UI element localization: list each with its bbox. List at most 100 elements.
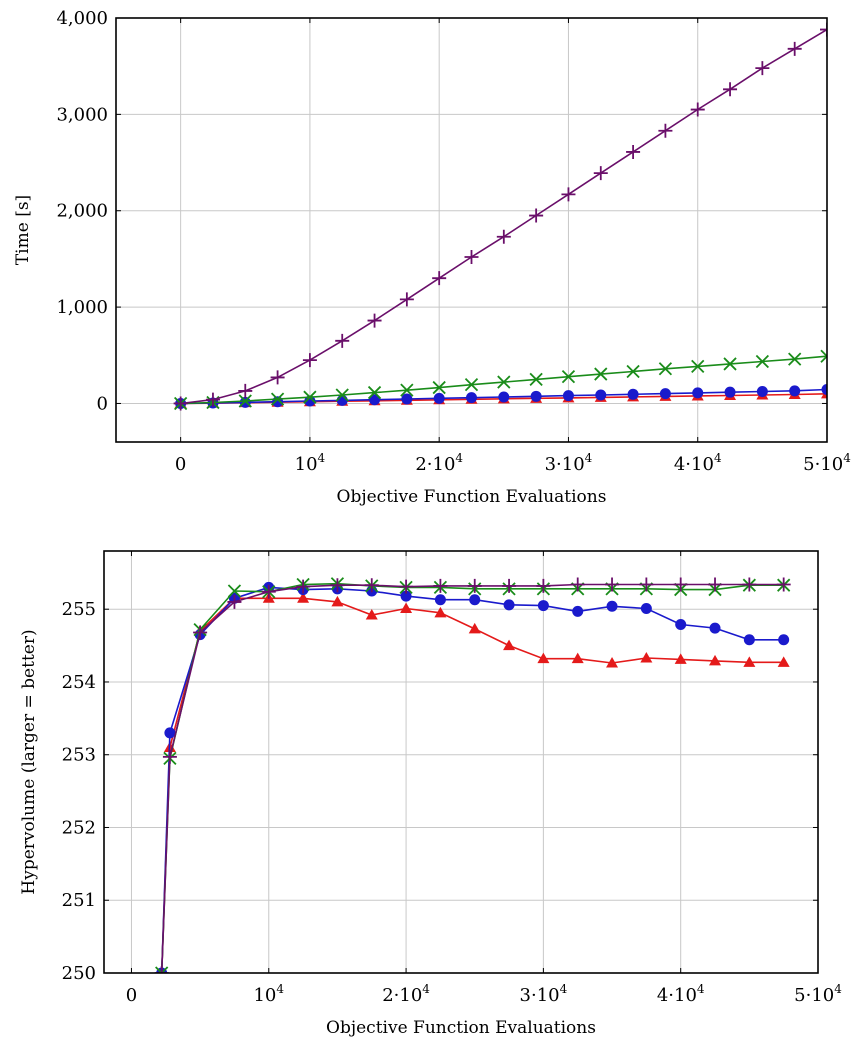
hypervolume-chart: 0 104 2·104 3·104 4·104 5·104 250 251 252 253 254 2… [19, 550, 842, 1038]
time-chart: 0 104 2·104 3·104 4·104 5·104 0 1,000 2,000 3,000… [13, 8, 851, 507]
x-tick-label: 5·104 [794, 982, 842, 1006]
circle-marker [469, 594, 481, 606]
circle-marker [369, 394, 381, 406]
circle-marker [789, 385, 801, 397]
y-axis-title: Time [s] [13, 195, 33, 265]
circle-marker [595, 389, 607, 401]
plus-marker [496, 229, 511, 244]
plus-marker [593, 166, 608, 181]
x-tick-label: 2·104 [382, 982, 430, 1006]
x-marker [238, 394, 252, 408]
plus-marker [367, 313, 382, 328]
x-axis-title: Objective Function Evaluations [337, 487, 607, 507]
series-group [173, 22, 827, 411]
plus-marker [723, 82, 738, 97]
circle-marker [466, 392, 477, 404]
plus-marker [261, 584, 276, 599]
x-marker [626, 364, 640, 379]
circle-marker [537, 600, 549, 612]
plus-marker [193, 625, 208, 640]
x-marker [561, 370, 576, 384]
plus-marker [432, 271, 447, 286]
y-tick-label: 0 [97, 393, 108, 414]
plus-marker [399, 292, 414, 307]
series-group [154, 577, 791, 973]
triangle-marker [606, 657, 619, 668]
x-tick-label: 104 [253, 982, 284, 1006]
circle-marker [606, 600, 618, 612]
circle-marker [530, 390, 542, 402]
circle-marker [821, 383, 827, 395]
plus-marker [238, 383, 253, 398]
plus-marker [742, 577, 757, 592]
triangle-marker [503, 639, 516, 651]
circle-marker [659, 388, 671, 400]
triangle-marker [640, 651, 653, 663]
x-tick-label: 104 [295, 451, 326, 475]
x-tick-label: 3·104 [545, 451, 593, 475]
plus-marker [173, 396, 188, 411]
y-axis-title: Hypervolume (larger = better) [19, 629, 39, 894]
plus-marker [536, 578, 551, 593]
plus-marker [296, 579, 311, 594]
y-tick-label: 253 [62, 745, 96, 766]
x-marker [464, 378, 479, 392]
triangle-marker [537, 652, 550, 664]
triangle-marker [297, 592, 310, 603]
x-marker [367, 385, 382, 400]
plus-marker [605, 577, 620, 592]
plus-marker [690, 102, 705, 117]
x-marker [658, 362, 673, 376]
y-tick-label: 255 [62, 599, 96, 620]
triangle-marker [468, 622, 481, 634]
circle-marker [724, 386, 736, 398]
x-marker [497, 375, 511, 389]
plus-marker [658, 123, 673, 138]
plus-marker [433, 578, 448, 593]
circle-marker [562, 390, 574, 402]
x-tick-label: 0 [126, 985, 137, 1006]
x-marker [691, 359, 705, 373]
triangle-marker [777, 656, 790, 667]
series-line-circle [160, 586, 784, 973]
y-tick-label: 250 [62, 963, 96, 984]
plus-marker [227, 594, 242, 609]
triangle-marker [674, 653, 687, 664]
plus-marker [154, 966, 169, 973]
x-tick-label: 4·104 [674, 451, 722, 475]
circle-marker [503, 599, 515, 611]
x-marker [755, 354, 770, 369]
x-tick-label: 0 [175, 454, 186, 475]
y-tick-label: 254 [62, 672, 96, 693]
x-marker [723, 357, 737, 371]
plus-marker [330, 578, 345, 593]
circle-marker [400, 590, 412, 602]
series-line-plus [160, 583, 784, 973]
plus-marker [364, 578, 379, 593]
plot-frame [115, 17, 828, 443]
plus-marker [302, 353, 317, 368]
circle-marker [627, 388, 639, 400]
x-marker [227, 584, 242, 598]
plus-marker [399, 579, 414, 594]
triangle-marker [400, 602, 413, 613]
triangle-marker [434, 606, 447, 618]
series-line-x [160, 582, 784, 973]
plus-marker [335, 333, 350, 348]
circle-marker [498, 391, 510, 403]
circle-marker [709, 622, 721, 634]
plus-marker [570, 577, 585, 592]
x-marker [155, 966, 169, 973]
circle-marker [164, 727, 176, 739]
circle-marker [675, 618, 687, 630]
y-tick-label: 251 [62, 890, 96, 911]
x-tick-label: 4·104 [657, 982, 705, 1006]
triangle-marker [709, 654, 722, 666]
circle-marker [401, 393, 413, 405]
triangle-marker [365, 609, 378, 620]
circle-marker [572, 605, 584, 617]
plus-marker [162, 749, 177, 764]
x-marker [303, 390, 317, 404]
plus-marker [639, 577, 654, 592]
plus-marker [626, 144, 641, 159]
